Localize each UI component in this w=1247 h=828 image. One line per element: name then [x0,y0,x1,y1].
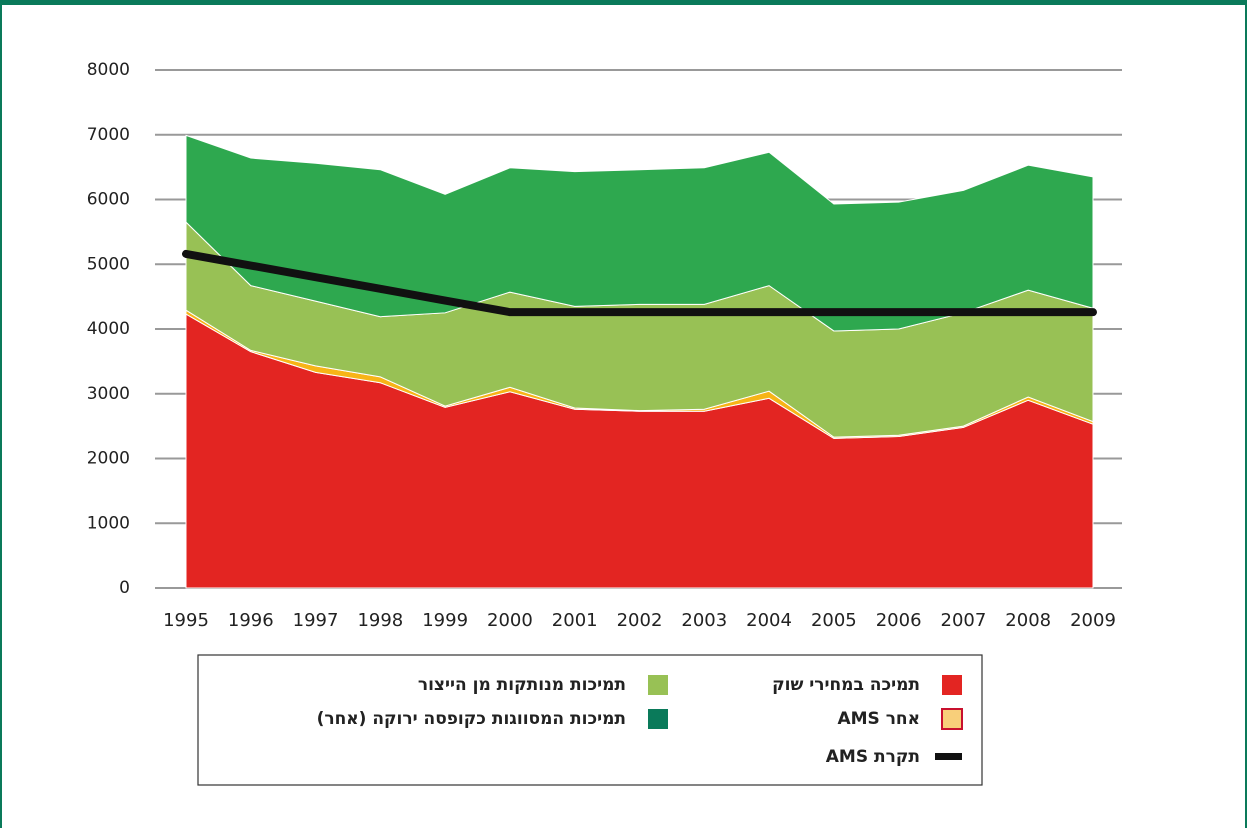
top-bar [0,0,1247,5]
legend-swatch [648,709,668,729]
x-tick-label: 1996 [228,610,274,631]
y-tick-label: 5000 [87,254,130,274]
x-tick-label: 2007 [941,610,987,631]
x-tick-label: 2008 [1005,610,1051,631]
left-border [0,0,2,828]
x-tick-label: 2006 [876,610,922,631]
legend-label: אחר AMS [837,709,920,729]
y-tick-label: 1000 [87,513,130,533]
y-tick-label: 8000 [87,60,130,80]
legend-label: תמיכות המסווגות כקופסה ירוקה (אחר) [317,709,626,729]
y-tick-label: 0 [119,578,130,598]
x-tick-label: 2004 [746,610,792,631]
y-tick-label: 4000 [87,319,130,339]
x-tick-label: 2003 [681,610,727,631]
legend-label: תמיכות מנותקות מן הייצור [418,675,626,695]
legend-swatch [935,753,962,760]
x-tick-label: 2005 [811,610,857,631]
legend-swatch [941,708,963,730]
y-tick-label: 7000 [87,125,130,145]
x-tick-label: 1999 [422,610,468,631]
x-tick-label: 2009 [1070,610,1116,631]
area [185,134,1094,332]
y-tick-label: 3000 [87,384,130,404]
y-tick-label: 6000 [87,190,130,210]
right-border [1245,0,1247,828]
x-tick-label: 2001 [552,610,598,631]
x-tick-label: 2002 [617,610,663,631]
x-tick-label: 2000 [487,610,533,631]
x-tick-label: 1997 [293,610,339,631]
legend-swatch [942,675,962,695]
x-tick-label: 1998 [357,610,403,631]
legend-swatch [648,675,668,695]
y-tick-label: 2000 [87,449,130,469]
legend-label: תמיכה במחירי שוק [772,675,920,695]
ceiling-line [182,249,1097,317]
x-tick-label: 1995 [163,610,209,631]
legend-label: תקרת AMS [826,747,920,767]
legend-box [197,654,983,786]
